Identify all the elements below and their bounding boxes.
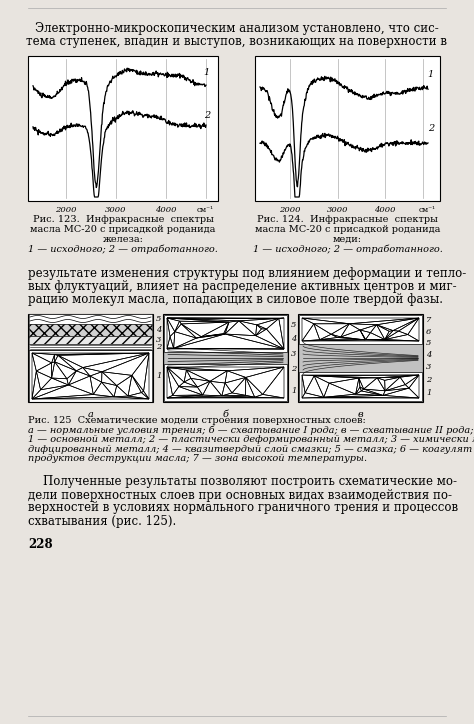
Text: 1: 1 [204, 68, 210, 77]
Text: 1: 1 [291, 387, 296, 395]
Text: Полученные результаты позволяют построить схематические мо-: Полученные результаты позволяют построит… [28, 476, 457, 489]
Text: масла МС-20 с присадкой роданида: масла МС-20 с присадкой роданида [30, 225, 216, 234]
Text: 228: 228 [28, 537, 53, 550]
Text: 2: 2 [204, 111, 210, 120]
Text: железа:: железа: [102, 235, 144, 244]
Text: 1 — исходного; 2 — отработанного.: 1 — исходного; 2 — отработанного. [28, 245, 218, 255]
Text: 5: 5 [426, 339, 431, 347]
Bar [164, 364, 287, 401]
Bar [29, 324, 152, 336]
Text: см⁻¹: см⁻¹ [419, 206, 436, 214]
Text: 4: 4 [426, 351, 431, 359]
Text: 1: 1 [428, 70, 434, 79]
Text: Рис. 124.  Инфракрасные  спектры: Рис. 124. Инфракрасные спектры [257, 215, 438, 224]
Text: 5: 5 [156, 315, 161, 323]
Text: тема ступенек, впадин и выступов, возникающих на поверхности в: тема ступенек, впадин и выступов, возник… [27, 35, 447, 48]
Bar [29, 314, 152, 324]
Text: схватывания (рис. 125).: схватывания (рис. 125). [28, 515, 176, 528]
Bar [164, 315, 287, 352]
Text: а: а [88, 410, 93, 419]
Text: 4000: 4000 [155, 206, 177, 214]
Text: 4: 4 [291, 334, 296, 342]
Text: 3000: 3000 [327, 206, 349, 214]
Bar [28, 56, 218, 201]
Text: Электронно-микроскопическим анализом установлено, что сис-: Электронно-микроскопическим анализом уст… [35, 22, 439, 35]
Text: 2000: 2000 [279, 206, 301, 214]
Text: результате изменения структуры под влиянием деформации и тепло-: результате изменения структуры под влиян… [28, 267, 466, 280]
Text: вых флуктуаций, влияет на распределение активных центров и миг-: вых флуктуаций, влияет на распределение … [28, 280, 456, 293]
Bar [298, 314, 423, 402]
Text: продуктов деструкции масла; 7 — зона высокой температуры.: продуктов деструкции масла; 7 — зона выс… [28, 454, 367, 463]
Text: 4000: 4000 [374, 206, 396, 214]
Text: 1 — исходного; 2 — отработанного.: 1 — исходного; 2 — отработанного. [253, 245, 442, 255]
Text: масла МС-20 с присадкой роданида: масла МС-20 с присадкой роданида [255, 225, 440, 234]
Bar [299, 344, 422, 372]
Text: 5: 5 [291, 321, 296, 329]
Bar [28, 314, 153, 402]
Text: 4: 4 [156, 326, 161, 334]
Text: 2: 2 [291, 365, 296, 373]
Bar [29, 344, 152, 350]
Text: меди:: меди: [333, 235, 362, 244]
Bar [163, 314, 288, 402]
Text: 3: 3 [291, 350, 296, 358]
Bar [29, 336, 152, 344]
Text: 2: 2 [156, 343, 161, 351]
Text: 6: 6 [426, 327, 431, 336]
Text: 7: 7 [426, 316, 431, 324]
Text: 1 — основной металл; 2 — пластически деформированный металл; 3 — химически мо-: 1 — основной металл; 2 — пластически деф… [28, 435, 474, 444]
Text: см⁻¹: см⁻¹ [197, 206, 214, 214]
Bar [299, 372, 422, 401]
Text: 3: 3 [426, 363, 431, 371]
Text: дели поверхностных слоев при основных видах взаимодействия по-: дели поверхностных слоев при основных ви… [28, 489, 452, 502]
Text: а — нормальные условия трения; б — схватывание I рода; в — схватывание II рода;: а — нормальные условия трения; б — схват… [28, 426, 474, 435]
Text: дифцированный металл; 4 — квазитвердый слой смазки; 5 — смазка; 6 — коагулят: дифцированный металл; 4 — квазитвердый с… [28, 445, 472, 453]
Text: Рис. 123.  Инфракрасные  спектры: Рис. 123. Инфракрасные спектры [33, 215, 213, 224]
Text: Рис. 125  Схематические модели строения поверхностных слоев:: Рис. 125 Схематические модели строения п… [28, 416, 366, 425]
Text: 2: 2 [426, 376, 431, 384]
Text: верхностей в условиях нормального граничного трения и процессов: верхностей в условиях нормального гранич… [28, 502, 458, 515]
Bar [164, 352, 287, 364]
Text: 2000: 2000 [55, 206, 77, 214]
Text: в: в [358, 410, 363, 419]
Bar [29, 350, 152, 402]
Text: 2: 2 [428, 124, 434, 133]
Text: 1: 1 [426, 390, 431, 397]
Text: 3: 3 [156, 336, 161, 344]
Text: 3000: 3000 [105, 206, 127, 214]
Text: 1: 1 [156, 372, 161, 380]
Bar [255, 56, 440, 201]
Text: рацию молекул масла, попадающих в силовое поле твердой фазы.: рацию молекул масла, попадающих в силово… [28, 293, 443, 306]
Text: б: б [222, 410, 228, 419]
Bar [299, 315, 422, 344]
